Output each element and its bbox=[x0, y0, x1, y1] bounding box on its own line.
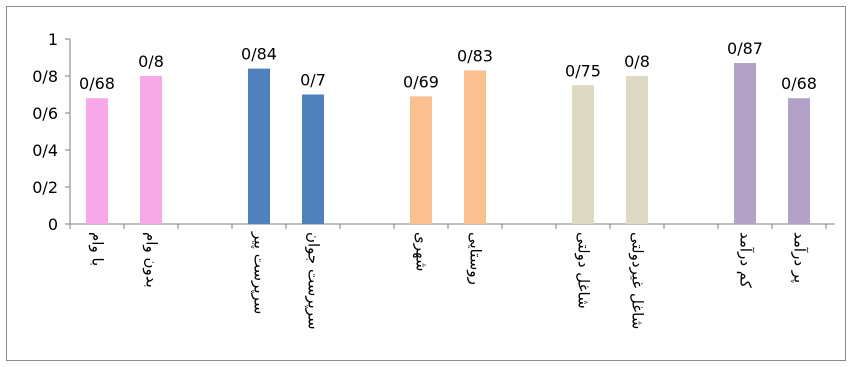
data-label: 0/69 bbox=[403, 72, 439, 91]
data-label: 0/8 bbox=[138, 52, 164, 71]
category-labels: با وام بدون وام سرپرست پیر سرپرست جوان شهری ر… bbox=[89, 231, 809, 330]
data-label: 0/7 bbox=[300, 71, 326, 90]
y-tick-label: 0/4 bbox=[32, 141, 58, 160]
data-label: 0/68 bbox=[781, 74, 817, 93]
category-label: سرپرست پیر bbox=[250, 231, 269, 314]
y-tick-label: 1 bbox=[48, 30, 58, 49]
category-label: با وام bbox=[89, 232, 107, 266]
data-labels: 0/68 0/8 0/84 0/7 0/69 0/83 0/75 0/8 0/87 0/68 bbox=[79, 39, 817, 93]
x-axis bbox=[69, 223, 835, 229]
bar-series bbox=[86, 63, 810, 224]
bar bbox=[788, 98, 810, 224]
bar bbox=[734, 63, 756, 224]
category-label: شاغل دولتی bbox=[575, 232, 593, 309]
category-label: شهری bbox=[413, 232, 431, 272]
bar bbox=[464, 70, 486, 224]
bar bbox=[140, 76, 162, 224]
category-label: شاغل غیردولتی bbox=[629, 232, 647, 329]
category-label: پر درآمد bbox=[790, 232, 809, 283]
data-label: 0/8 bbox=[624, 52, 650, 71]
data-label: 0/87 bbox=[727, 39, 763, 58]
data-label: 0/75 bbox=[565, 61, 601, 80]
data-label: 0/83 bbox=[457, 46, 493, 65]
bar bbox=[302, 94, 324, 224]
y-tick-label: 0/6 bbox=[32, 104, 58, 123]
category-label: سرپرست جوان bbox=[304, 232, 323, 330]
bar bbox=[626, 76, 648, 224]
y-tick-label: 0 bbox=[48, 215, 58, 234]
bar bbox=[572, 85, 594, 224]
y-axis: 0 0/2 0/4 0/6 0/8 1 bbox=[32, 30, 71, 234]
category-label: کم درآمد bbox=[737, 232, 755, 289]
y-tick-label: 0/2 bbox=[32, 178, 58, 197]
y-tick-label: 0/8 bbox=[32, 67, 58, 86]
category-label: بدون وام bbox=[143, 232, 161, 288]
data-label: 0/68 bbox=[79, 74, 115, 93]
bar bbox=[248, 68, 270, 224]
category-label: روستایی bbox=[467, 232, 485, 285]
bar bbox=[86, 98, 108, 224]
data-label: 0/84 bbox=[241, 45, 277, 64]
bar bbox=[410, 96, 432, 224]
